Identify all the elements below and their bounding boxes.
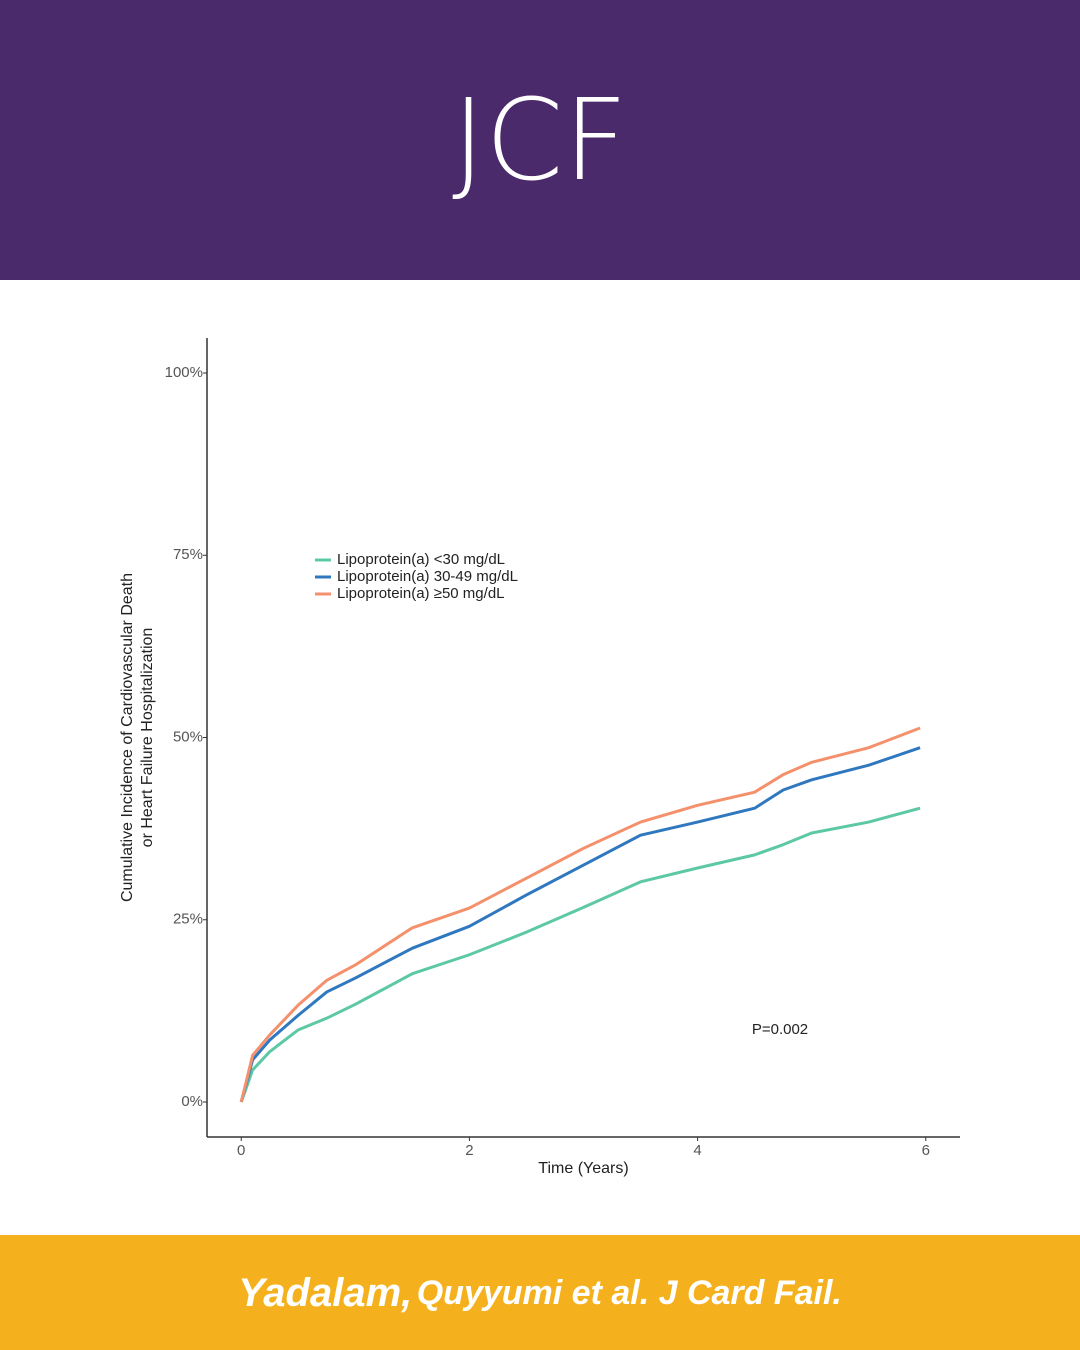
- footer-citation: Yadalam, Quyyumi et al. J Card Fail.: [238, 1271, 842, 1315]
- y-axis-title: or Heart Failure Hospitalization: [139, 628, 156, 848]
- series-line: [239, 746, 921, 1103]
- series-line: [239, 806, 921, 1103]
- series-line: [239, 726, 921, 1103]
- y-tick-label: 75%: [173, 546, 203, 563]
- y-axis-title: Cumulative Incidence of Cardiovascular D…: [119, 573, 136, 902]
- y-tick-label: 25%: [173, 911, 203, 928]
- footer-author: Yadalam,: [238, 1271, 412, 1315]
- x-tick-label: 0: [237, 1142, 245, 1159]
- legend-label: Lipoprotein(a) 30-49 mg/dL: [337, 568, 518, 585]
- y-tick-label: 50%: [173, 728, 203, 745]
- chart: 0% 25% 50% 75% 100% 0 2 4 6 Time (Years) Cumulativ…: [119, 338, 960, 1177]
- x-tick-label: 2: [465, 1142, 473, 1159]
- footer-reference: Quyyumi et al. J Card Fail.: [417, 1274, 842, 1312]
- header-title: JCF: [452, 76, 628, 206]
- legend-label: Lipoprotein(a) <30 mg/dL: [337, 551, 505, 568]
- x-axis-title: Time (Years): [538, 1160, 628, 1177]
- legend-label: Lipoprotein(a) ≥50 mg/dL: [337, 585, 505, 602]
- annotation: P=0.002: [752, 1021, 808, 1038]
- y-tick-label: 100%: [165, 364, 203, 381]
- header-band: [0, 0, 1080, 280]
- footer-band: [0, 1235, 1080, 1350]
- x-tick-label: 6: [922, 1142, 930, 1159]
- y-tick-label: 0%: [181, 1093, 203, 1110]
- x-tick-label: 4: [693, 1142, 701, 1159]
